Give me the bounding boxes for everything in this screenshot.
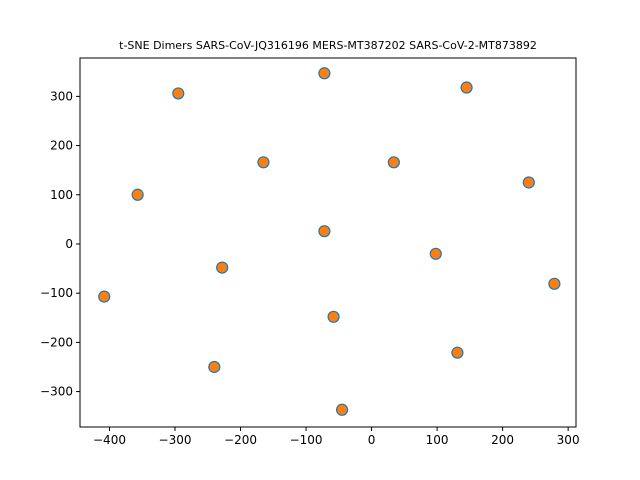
data-point (327, 310, 340, 323)
x-tick-label: 300 (557, 433, 580, 447)
data-point (257, 156, 270, 169)
y-tick-label: 0 (65, 237, 73, 251)
data-point (335, 403, 349, 416)
data-point (318, 225, 331, 238)
y-tick-label: −300 (40, 385, 73, 399)
data-point (548, 277, 561, 290)
data-point (387, 156, 400, 169)
data-point (522, 176, 535, 189)
x-tick-label: 200 (491, 433, 514, 447)
data-point (318, 67, 331, 80)
x-tick-label: −300 (159, 433, 192, 447)
y-tick-label: −200 (40, 335, 73, 349)
data-points (98, 67, 561, 416)
x-tick-label: −200 (224, 433, 257, 447)
data-point (172, 87, 185, 100)
x-tick-label: −100 (290, 433, 323, 447)
data-point (460, 81, 473, 94)
data-point (208, 360, 221, 374)
data-point (216, 261, 229, 274)
y-tick-label: 100 (50, 188, 73, 202)
y-tick-label: −100 (40, 286, 73, 300)
y-tick-label: 200 (50, 139, 73, 153)
plot-area-frame (79, 57, 577, 428)
axes: −400 −300 −200 −100 0 100 200 300 −300 −200 −100 0 1… (40, 89, 580, 447)
y-tick-label: 300 (50, 89, 73, 103)
x-tick-label: 100 (426, 433, 449, 447)
data-point (131, 188, 144, 201)
x-tick-label: −400 (93, 433, 126, 447)
data-point (451, 346, 464, 359)
chart-title: t-SNE Dimers SARS-CoV-JQ316196 MERS-MT38… (119, 39, 537, 52)
x-tick-label: 0 (368, 433, 376, 447)
data-point (98, 290, 111, 303)
data-point (429, 247, 442, 260)
